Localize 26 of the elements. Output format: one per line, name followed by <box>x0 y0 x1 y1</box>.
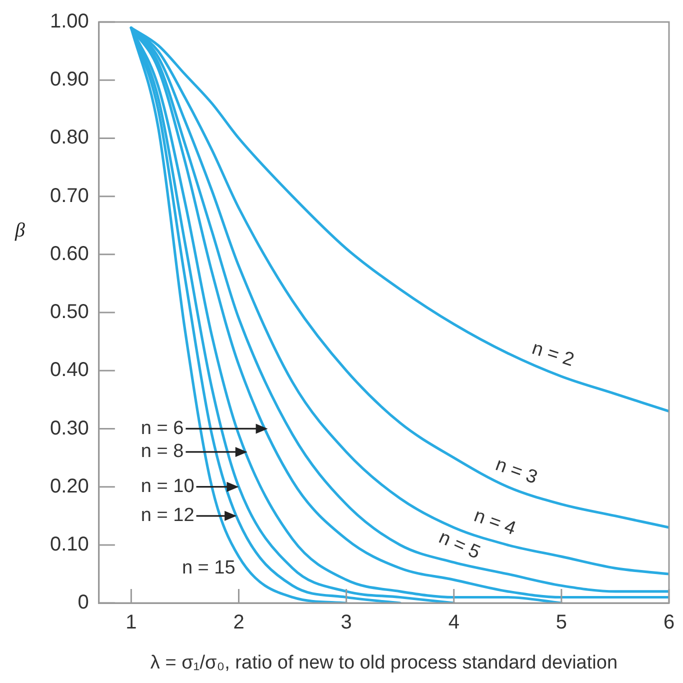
text: n = 3 <box>492 454 540 489</box>
y-axis-title: β <box>14 219 26 242</box>
x-axis-title: λ = σ₁/σ₀, ratio of new to old process standard deviation <box>150 652 618 674</box>
annotation: n = 6 <box>140 418 184 439</box>
y-tick-label: 0.90 <box>50 68 89 91</box>
annotation: n = 10 <box>140 476 194 498</box>
y-tick-label: 0.30 <box>50 417 89 440</box>
y-tick-label: 1.00 <box>50 10 89 33</box>
x-tick-label: 1 <box>126 612 137 634</box>
y-tick-label: 0.20 <box>50 475 89 498</box>
x-tick-label: 5 <box>556 612 567 634</box>
y-tick-label: 0.70 <box>50 184 89 207</box>
series-label: n = 15 <box>182 557 236 578</box>
y-tick-label: 0 <box>78 592 89 614</box>
y-tick-label: 0.50 <box>50 301 89 324</box>
y-tick-label: 0.80 <box>50 126 89 149</box>
x-tick-label: 4 <box>448 612 460 634</box>
x-tick-label: 2 <box>233 612 244 634</box>
y-tick-label: 0.40 <box>50 359 89 382</box>
annotation: n = 8 <box>140 441 184 462</box>
x-tick-label: 3 <box>340 612 352 634</box>
y-tick-label: 0.60 <box>50 242 89 265</box>
x-tick-label: 6 <box>663 612 675 634</box>
text: n = 2 <box>529 338 576 372</box>
y-tick-label: 0.10 <box>50 533 89 556</box>
annotation: n = 12 <box>140 505 194 526</box>
